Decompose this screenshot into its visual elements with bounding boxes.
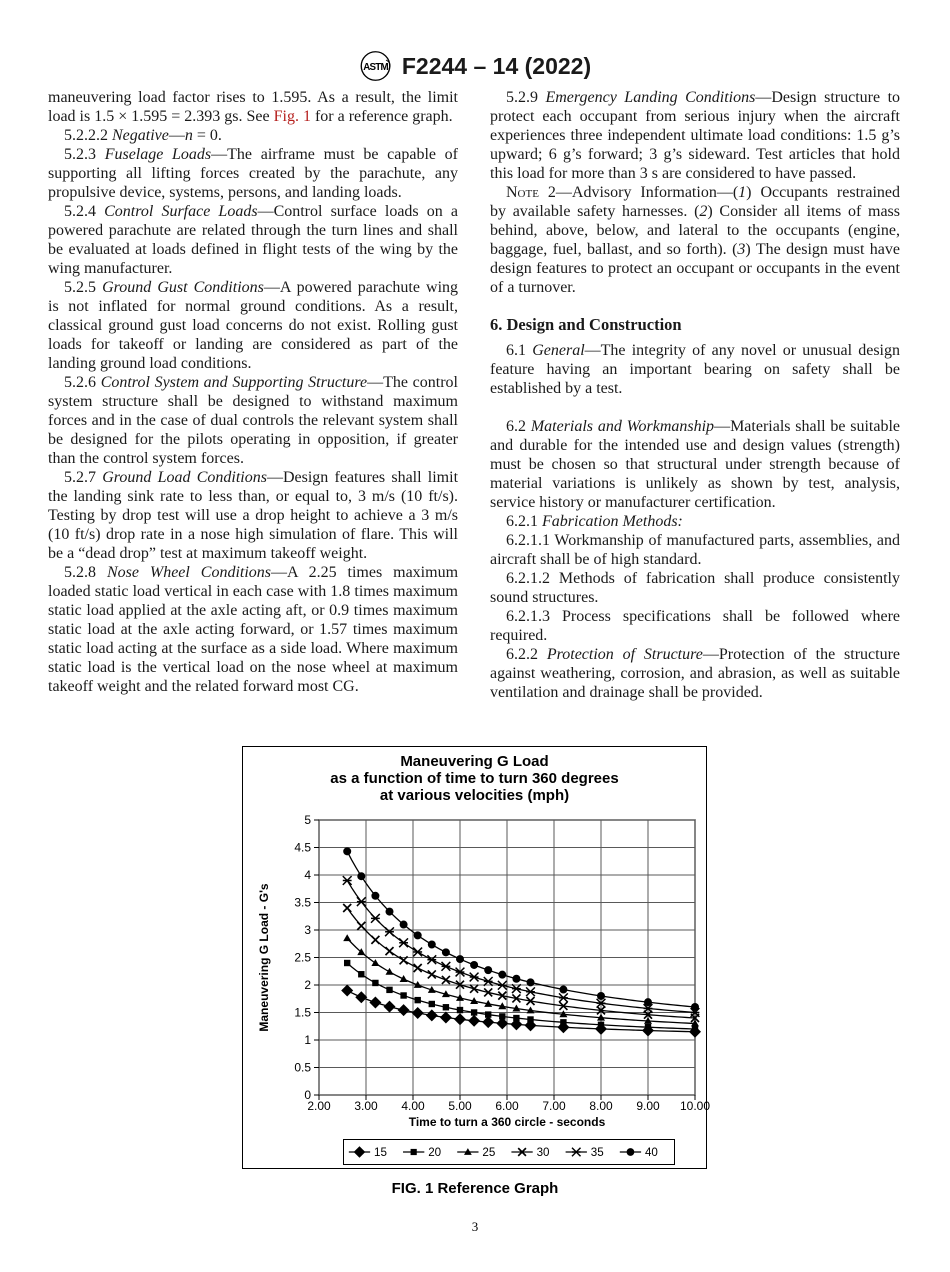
svg-text:2: 2 [304, 978, 311, 992]
svg-text:5.00: 5.00 [448, 1099, 472, 1113]
svg-text:3: 3 [304, 923, 311, 937]
svg-text:1.5: 1.5 [294, 1006, 311, 1020]
svg-text:ASTM: ASTM [363, 62, 388, 73]
svg-text:15: 15 [374, 1146, 387, 1159]
svg-text:10.00: 10.00 [680, 1099, 710, 1113]
svg-text:7.00: 7.00 [542, 1099, 566, 1113]
svg-text:9.00: 9.00 [636, 1099, 660, 1113]
svg-text:0.5: 0.5 [294, 1061, 311, 1075]
svg-text:40: 40 [645, 1146, 658, 1159]
svg-text:6.00: 6.00 [495, 1099, 519, 1113]
svg-text:3.00: 3.00 [354, 1099, 378, 1113]
svg-text:0: 0 [304, 1088, 311, 1102]
svg-text:4.00: 4.00 [401, 1099, 425, 1113]
svg-text:5: 5 [304, 813, 311, 827]
svg-text:2.5: 2.5 [294, 951, 311, 965]
svg-text:3.5: 3.5 [294, 896, 311, 910]
svg-text:20: 20 [428, 1146, 441, 1159]
svg-text:30: 30 [537, 1146, 550, 1159]
svg-text:1: 1 [304, 1033, 311, 1047]
svg-text:4: 4 [304, 868, 311, 882]
svg-text:8.00: 8.00 [589, 1099, 613, 1113]
svg-text:25: 25 [482, 1146, 495, 1159]
svg-text:35: 35 [591, 1146, 604, 1159]
svg-text:4.5: 4.5 [294, 841, 311, 855]
